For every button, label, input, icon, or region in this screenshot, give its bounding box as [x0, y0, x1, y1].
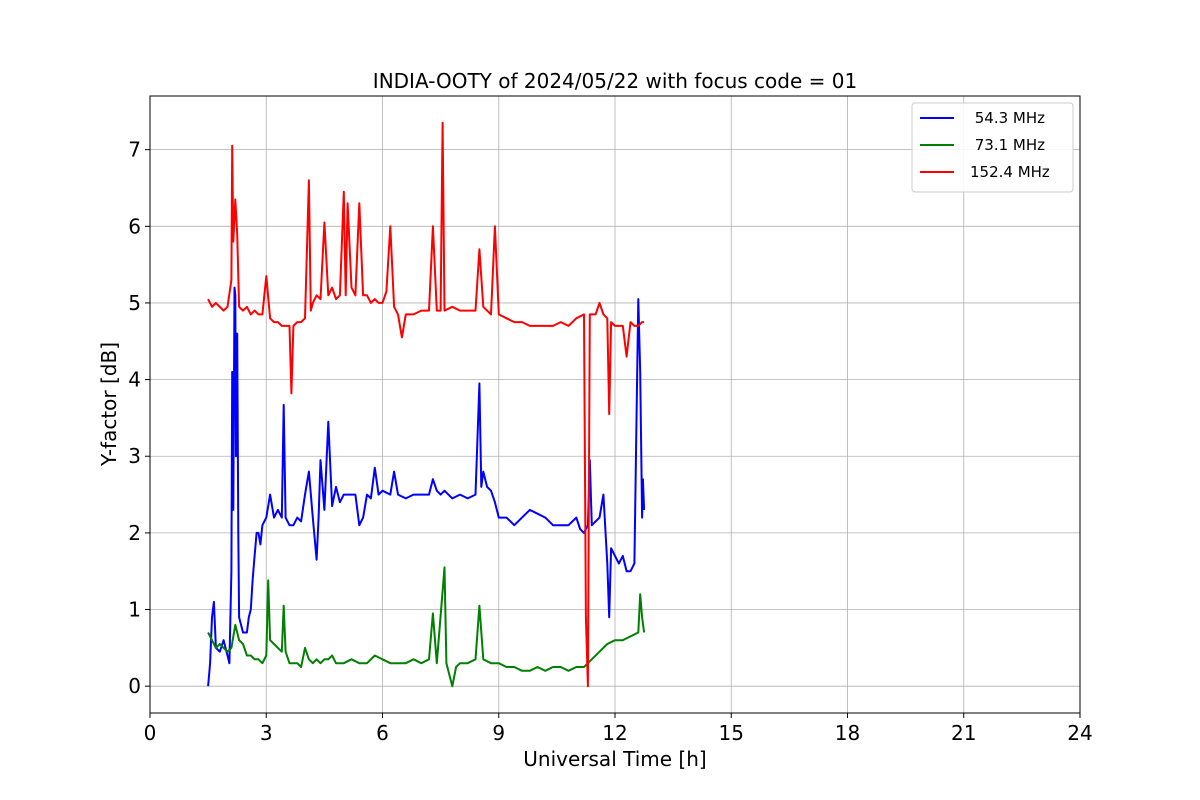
legend-label: 54.3 MHz [970, 109, 1045, 127]
y-tick-label: 2 [128, 521, 141, 545]
legend: 54.3 MHz 73.1 MHz 152.4 MHz [911, 102, 1074, 193]
x-tick-label: 9 [492, 721, 505, 745]
x-axis-label: Universal Time [h] [523, 747, 706, 771]
legend-label: 73.1 MHz [970, 136, 1045, 154]
legend-box [911, 102, 1074, 193]
y-tick-label: 5 [128, 291, 141, 315]
y-tick-label: 3 [128, 444, 141, 468]
series-line-1 [207, 286, 646, 687]
y-tick-label: 7 [128, 138, 141, 162]
x-tick-label: 21 [951, 721, 976, 745]
y-tick-label: 0 [128, 674, 141, 698]
y-tick-label: 6 [128, 214, 141, 238]
x-tick-label: 12 [602, 721, 627, 745]
series-layer [207, 121, 646, 688]
y-tick-label: 4 [128, 368, 141, 392]
x-tick-label: 6 [376, 721, 389, 745]
y-axis: 0 1 2 3 4 5 6 7 [128, 138, 150, 698]
x-tick-label: 3 [260, 721, 273, 745]
x-tick-label: 0 [144, 721, 157, 745]
chart-title: INDIA-OOTY of 2024/05/22 with focus code… [373, 69, 857, 93]
legend-label: 152.4 MHz [970, 163, 1050, 181]
series-line-2 [207, 566, 646, 688]
y-tick-label: 1 [128, 598, 141, 622]
x-axis: 0 3 6 9 12 15 18 21 24 [144, 713, 1093, 745]
x-tick-label: 15 [719, 721, 744, 745]
series-line-3 [207, 121, 645, 688]
x-tick-label: 18 [835, 721, 860, 745]
x-tick-label: 24 [1067, 721, 1092, 745]
grid-lines [149, 96, 1081, 713]
y-axis-label: Y-factor [dB] [97, 342, 121, 467]
